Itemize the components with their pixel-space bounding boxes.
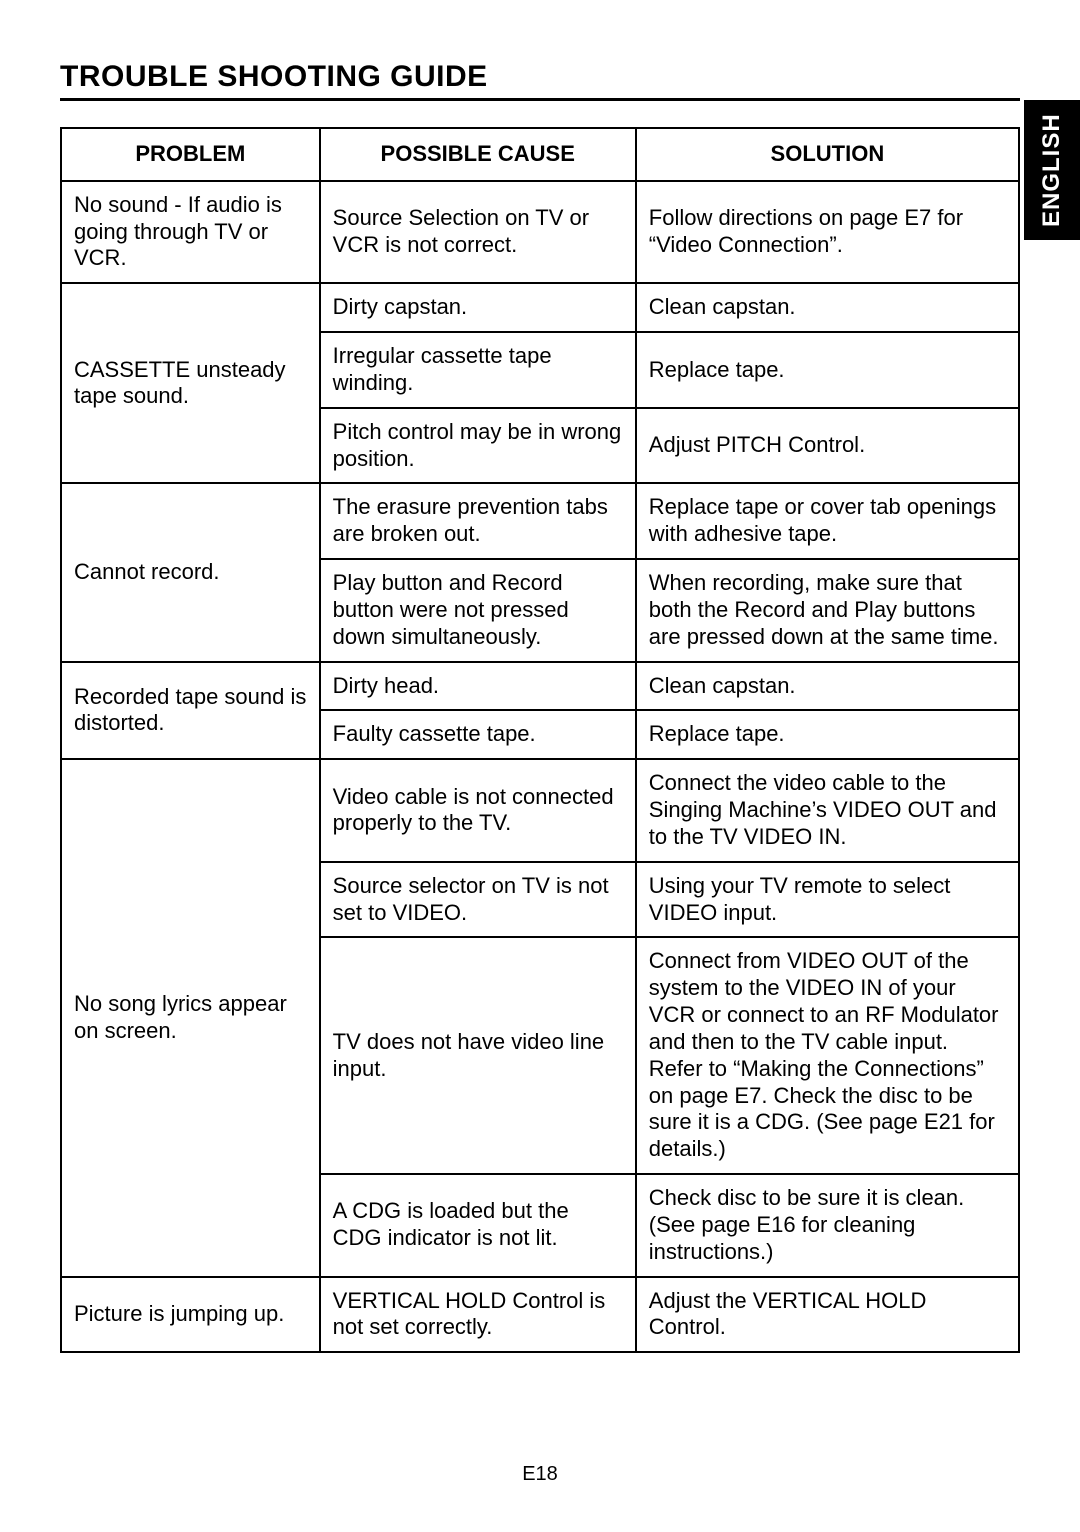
cell-solution: Replace tape.	[636, 710, 1019, 759]
table-row: CASSETTE unsteady tape sound.Dirty capst…	[61, 283, 1019, 332]
cell-solution: Adjust the VERTICAL HOLD Control.	[636, 1277, 1019, 1353]
cell-solution: Replace tape or cover tab openings with …	[636, 483, 1019, 559]
cell-solution: Adjust PITCH Control.	[636, 408, 1019, 484]
cell-solution: When recording, make sure that both the …	[636, 559, 1019, 661]
header-problem: PROBLEM	[61, 128, 320, 181]
cell-cause: Irregular cassette tape winding.	[320, 332, 636, 408]
header-cause: POSSIBLE CAUSE	[320, 128, 636, 181]
table-header-row: PROBLEM POSSIBLE CAUSE SOLUTION	[61, 128, 1019, 181]
cell-problem: No song lyrics appear on screen.	[61, 759, 320, 1276]
table-row: No song lyrics appear on screen.Video ca…	[61, 759, 1019, 861]
table-row: Recorded tape sound is distorted.Dirty h…	[61, 662, 1019, 711]
cell-cause: Video cable is not connected properly to…	[320, 759, 636, 861]
cell-cause: TV does not have video line input.	[320, 937, 636, 1174]
cell-problem: Picture is jumping up.	[61, 1277, 320, 1353]
cell-cause: Dirty head.	[320, 662, 636, 711]
troubleshooting-table: PROBLEM POSSIBLE CAUSE SOLUTION No sound…	[60, 127, 1020, 1353]
title-section: TROUBLE SHOOTING GUIDE	[60, 60, 1020, 101]
language-tab: ENGLISH	[1024, 100, 1080, 240]
header-solution: SOLUTION	[636, 128, 1019, 181]
cell-solution: Connect from VIDEO OUT of the system to …	[636, 937, 1019, 1174]
cell-problem: Cannot record.	[61, 483, 320, 661]
cell-problem: Recorded tape sound is distorted.	[61, 662, 320, 760]
cell-cause: A CDG is loaded but the CDG indicator is…	[320, 1174, 636, 1276]
cell-solution: Check disc to be sure it is clean. (See …	[636, 1174, 1019, 1276]
cell-solution: Replace tape.	[636, 332, 1019, 408]
cell-cause: Faulty cassette tape.	[320, 710, 636, 759]
page-title: TROUBLE SHOOTING GUIDE	[60, 60, 488, 93]
table-row: Picture is jumping up.VERTICAL HOLD Cont…	[61, 1277, 1019, 1353]
table-row: Cannot record.The erasure prevention tab…	[61, 483, 1019, 559]
cell-problem: No sound - If audio is going through TV …	[61, 181, 320, 283]
cell-solution: Follow directions on page E7 for “Video …	[636, 181, 1019, 283]
cell-solution: Clean capstan.	[636, 662, 1019, 711]
cell-cause: VERTICAL HOLD Control is not set correct…	[320, 1277, 636, 1353]
cell-cause: Play button and Record button were not p…	[320, 559, 636, 661]
cell-cause: Source selector on TV is not set to VIDE…	[320, 862, 636, 938]
cell-cause: Dirty capstan.	[320, 283, 636, 332]
table-row: No sound - If audio is going through TV …	[61, 181, 1019, 283]
cell-cause: The erasure prevention tabs are broken o…	[320, 483, 636, 559]
cell-problem: CASSETTE unsteady tape sound.	[61, 283, 320, 483]
cell-cause: Pitch control may be in wrong position.	[320, 408, 636, 484]
cell-cause: Source Selection on TV or VCR is not cor…	[320, 181, 636, 283]
page-number: E18	[0, 1463, 1080, 1486]
cell-solution: Using your TV remote to select VIDEO inp…	[636, 862, 1019, 938]
cell-solution: Connect the video cable to the Singing M…	[636, 759, 1019, 861]
cell-solution: Clean capstan.	[636, 283, 1019, 332]
